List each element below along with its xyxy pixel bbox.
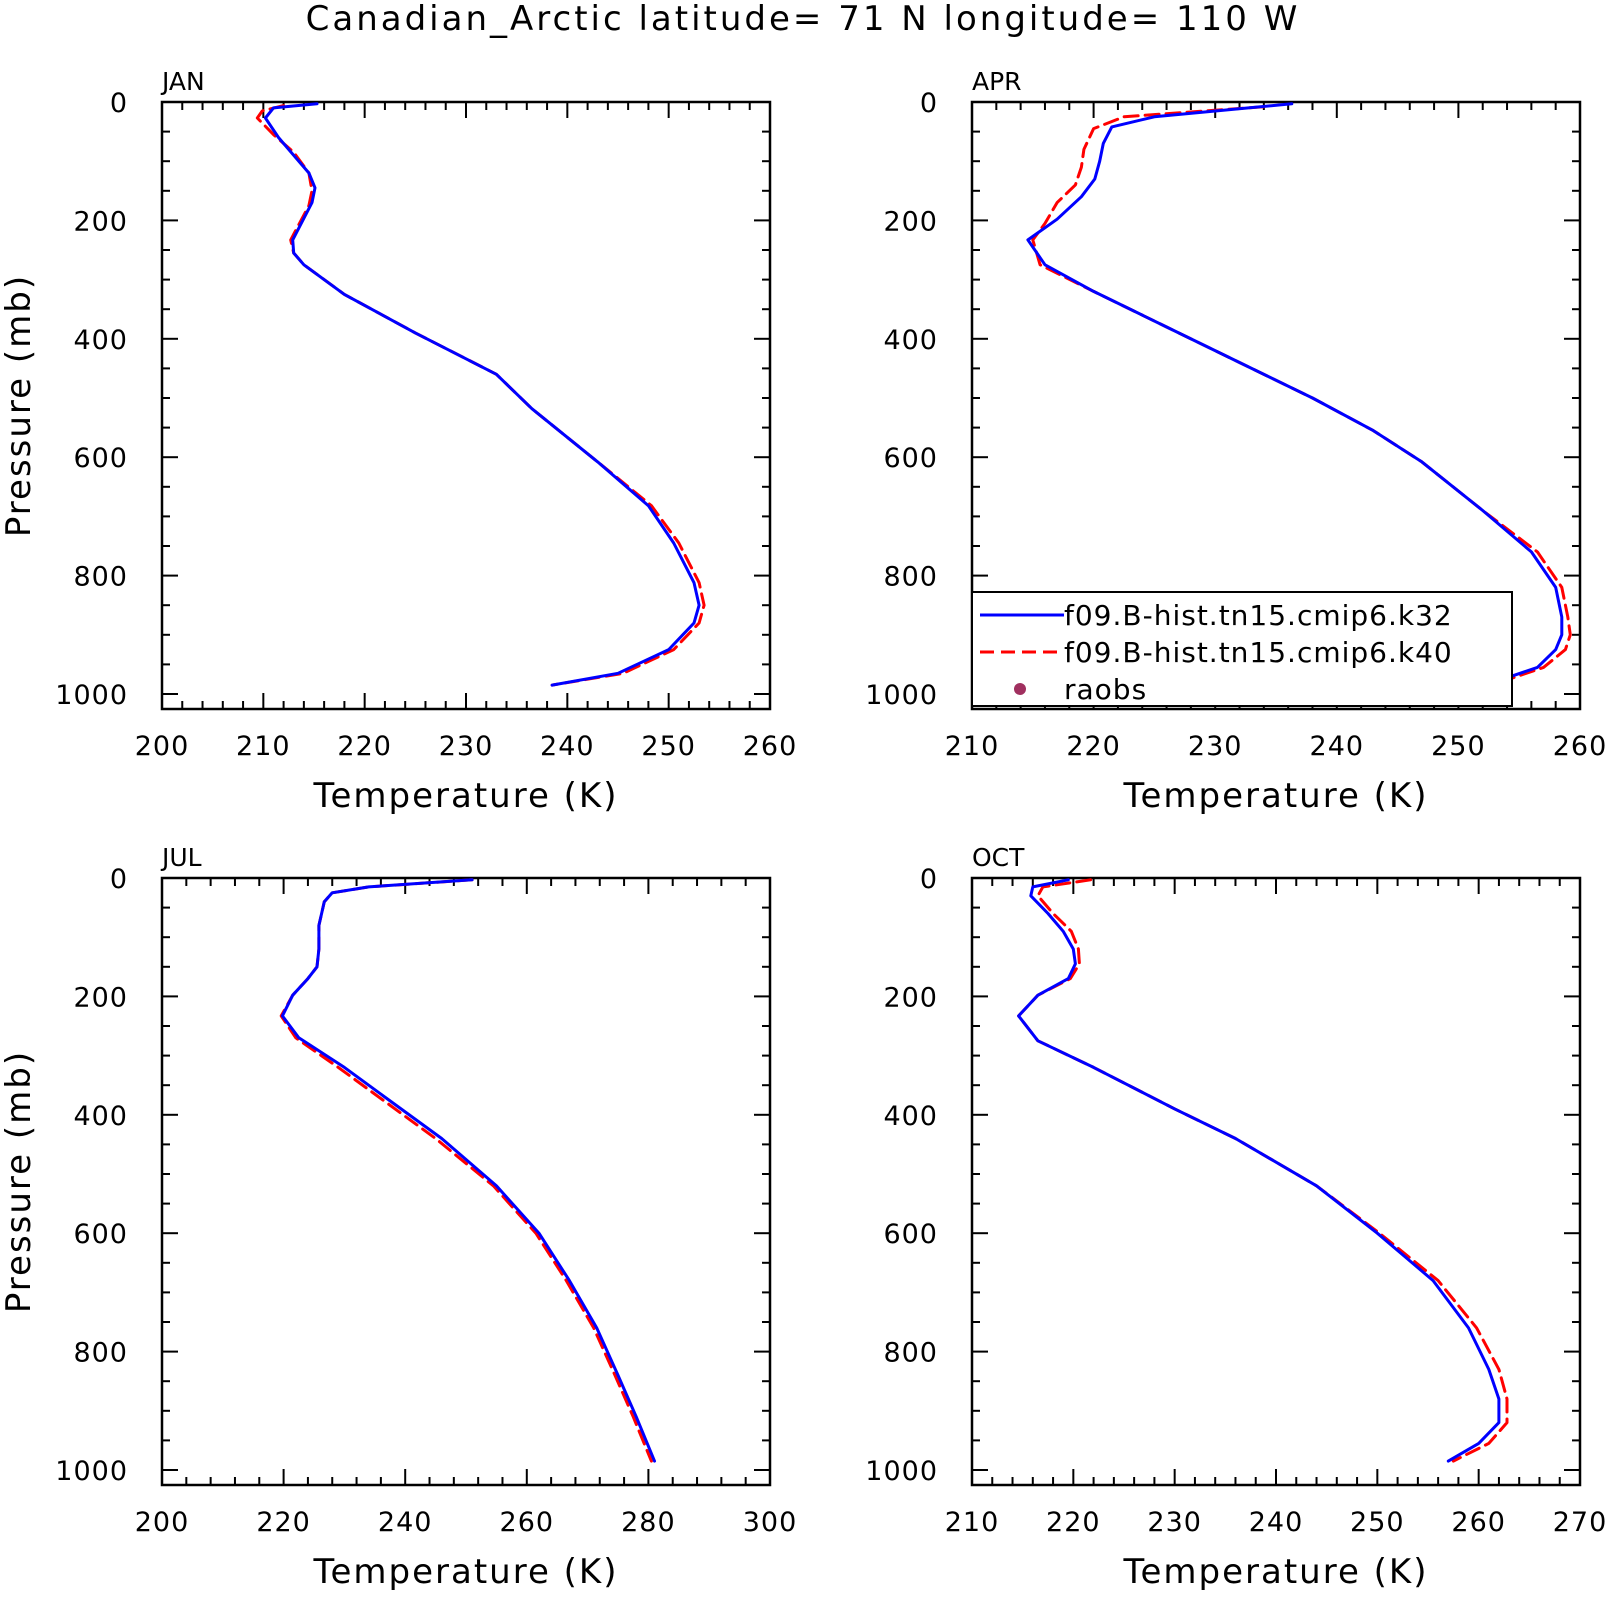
x-axis-label: Temperature (K) [1122,1552,1428,1592]
y-tick-label: 0 [110,88,128,119]
series-line-k40 [255,104,706,687]
plot-frame [160,876,772,1487]
series-line-k32 [280,878,656,1463]
panel-title: JUL [160,843,202,872]
y-tick-label: 800 [73,1338,128,1369]
y-tick-label: 0 [110,864,128,895]
y-tick-label: 400 [883,325,938,356]
y-tick-label: 600 [73,1219,128,1250]
x-tick-label: 250 [1350,1507,1405,1538]
y-tick-label: 200 [883,206,938,237]
x-tick-label: 220 [1066,731,1121,762]
x-tick-label: 240 [1249,1507,1304,1538]
x-tick-label: 300 [743,1507,798,1538]
y-tick-label: 800 [73,562,128,593]
y-tick-label: 600 [73,443,128,474]
plot-frame [970,100,1582,711]
y-tick-label: 600 [883,1219,938,1250]
x-tick-label: 260 [1553,731,1606,762]
legend-entry-label: f09.B-hist.tn15.cmip6.k32 [1064,599,1453,632]
panel-title: APR [972,67,1022,96]
legend-entry-label: f09.B-hist.tn15.cmip6.k40 [1064,636,1453,669]
x-axis-label: Temperature (K) [312,776,618,816]
x-tick-label: 210 [945,1507,1000,1538]
x-tick-label: 210 [945,731,1000,762]
x-tick-label: 250 [1431,731,1486,762]
y-tick-label: 400 [73,1101,128,1132]
x-tick-label: 230 [1147,1507,1202,1538]
panel-jan: JAN 200 210 220 230 240 250 260 0 200 400 600 800 100… [0,67,798,816]
legend-marker-raobs [1014,683,1026,695]
y-tick-label: 1000 [55,680,128,711]
series-line-k40 [279,878,653,1463]
y-tick-label: 1000 [55,1456,128,1487]
legend-entry-label: raobs [1064,673,1147,706]
panel-jul: JUL 200 220 240 260 280 300 0 200 400 600 800 1000 Te… [0,843,798,1592]
figure-title: Canadian_Arctic latitude= 71 N longitude… [306,0,1301,39]
x-tick-label: 280 [621,1507,676,1538]
x-tick-label: 210 [236,731,291,762]
y-tick-label: 0 [920,88,938,119]
x-tick-label: 200 [135,1507,190,1538]
y-tick-label: 200 [73,206,128,237]
y-tick-label: 1000 [865,1456,938,1487]
series-line-k32 [1026,102,1564,690]
panel-title: JAN [160,67,205,96]
x-tick-label: 260 [1451,1507,1506,1538]
x-tick-label: 240 [378,1507,433,1538]
x-tick-label: 270 [1553,1507,1606,1538]
y-tick-label: 800 [883,562,938,593]
y-tick-label: 200 [73,982,128,1013]
legend: f09.B-hist.tn15.cmip6.k32 f09.B-hist.tn15… [971,591,1513,707]
x-tick-label: 200 [135,731,190,762]
y-tick-label: 1000 [865,680,938,711]
panels-group: JAN 200 210 220 230 240 250 260 0 200 400 600 800 100… [0,67,1606,1592]
panel-oct: OCT 210 220 230 240 250 260 270 0 200 400 600 800 100… [865,843,1606,1592]
x-axis-label: Temperature (K) [1122,776,1428,816]
y-tick-label: 0 [920,864,938,895]
y-tick-label: 400 [883,1101,938,1132]
panel-apr: APR 210 220 230 240 250 260 0 200 400 600 800 1000 Te… [865,67,1606,816]
plot-frame [970,876,1582,1487]
x-tick-label: 220 [256,1507,311,1538]
panel-title: OCT [972,843,1025,872]
y-tick-label: 800 [883,1338,938,1369]
plot-frame [160,100,772,711]
series-line-k32 [1017,878,1501,1463]
y-tick-label: 400 [73,325,128,356]
x-tick-label: 230 [439,731,494,762]
series-line-k40 [1017,878,1509,1463]
x-tick-label: 220 [337,731,392,762]
x-tick-label: 220 [1046,1507,1101,1538]
x-tick-label: 260 [743,731,798,762]
x-tick-label: 250 [641,731,696,762]
y-tick-label: 200 [883,982,938,1013]
y-axis-label: Pressure (mb) [0,274,39,537]
y-axis-label: Pressure (mb) [0,1050,39,1313]
series-line-k32 [263,102,701,687]
x-tick-label: 240 [540,731,595,762]
x-axis-label: Temperature (K) [312,1552,618,1592]
x-tick-label: 240 [1310,731,1365,762]
legend-box [971,591,1513,707]
x-tick-label: 260 [500,1507,555,1538]
y-tick-label: 600 [883,443,938,474]
x-tick-label: 230 [1188,731,1243,762]
